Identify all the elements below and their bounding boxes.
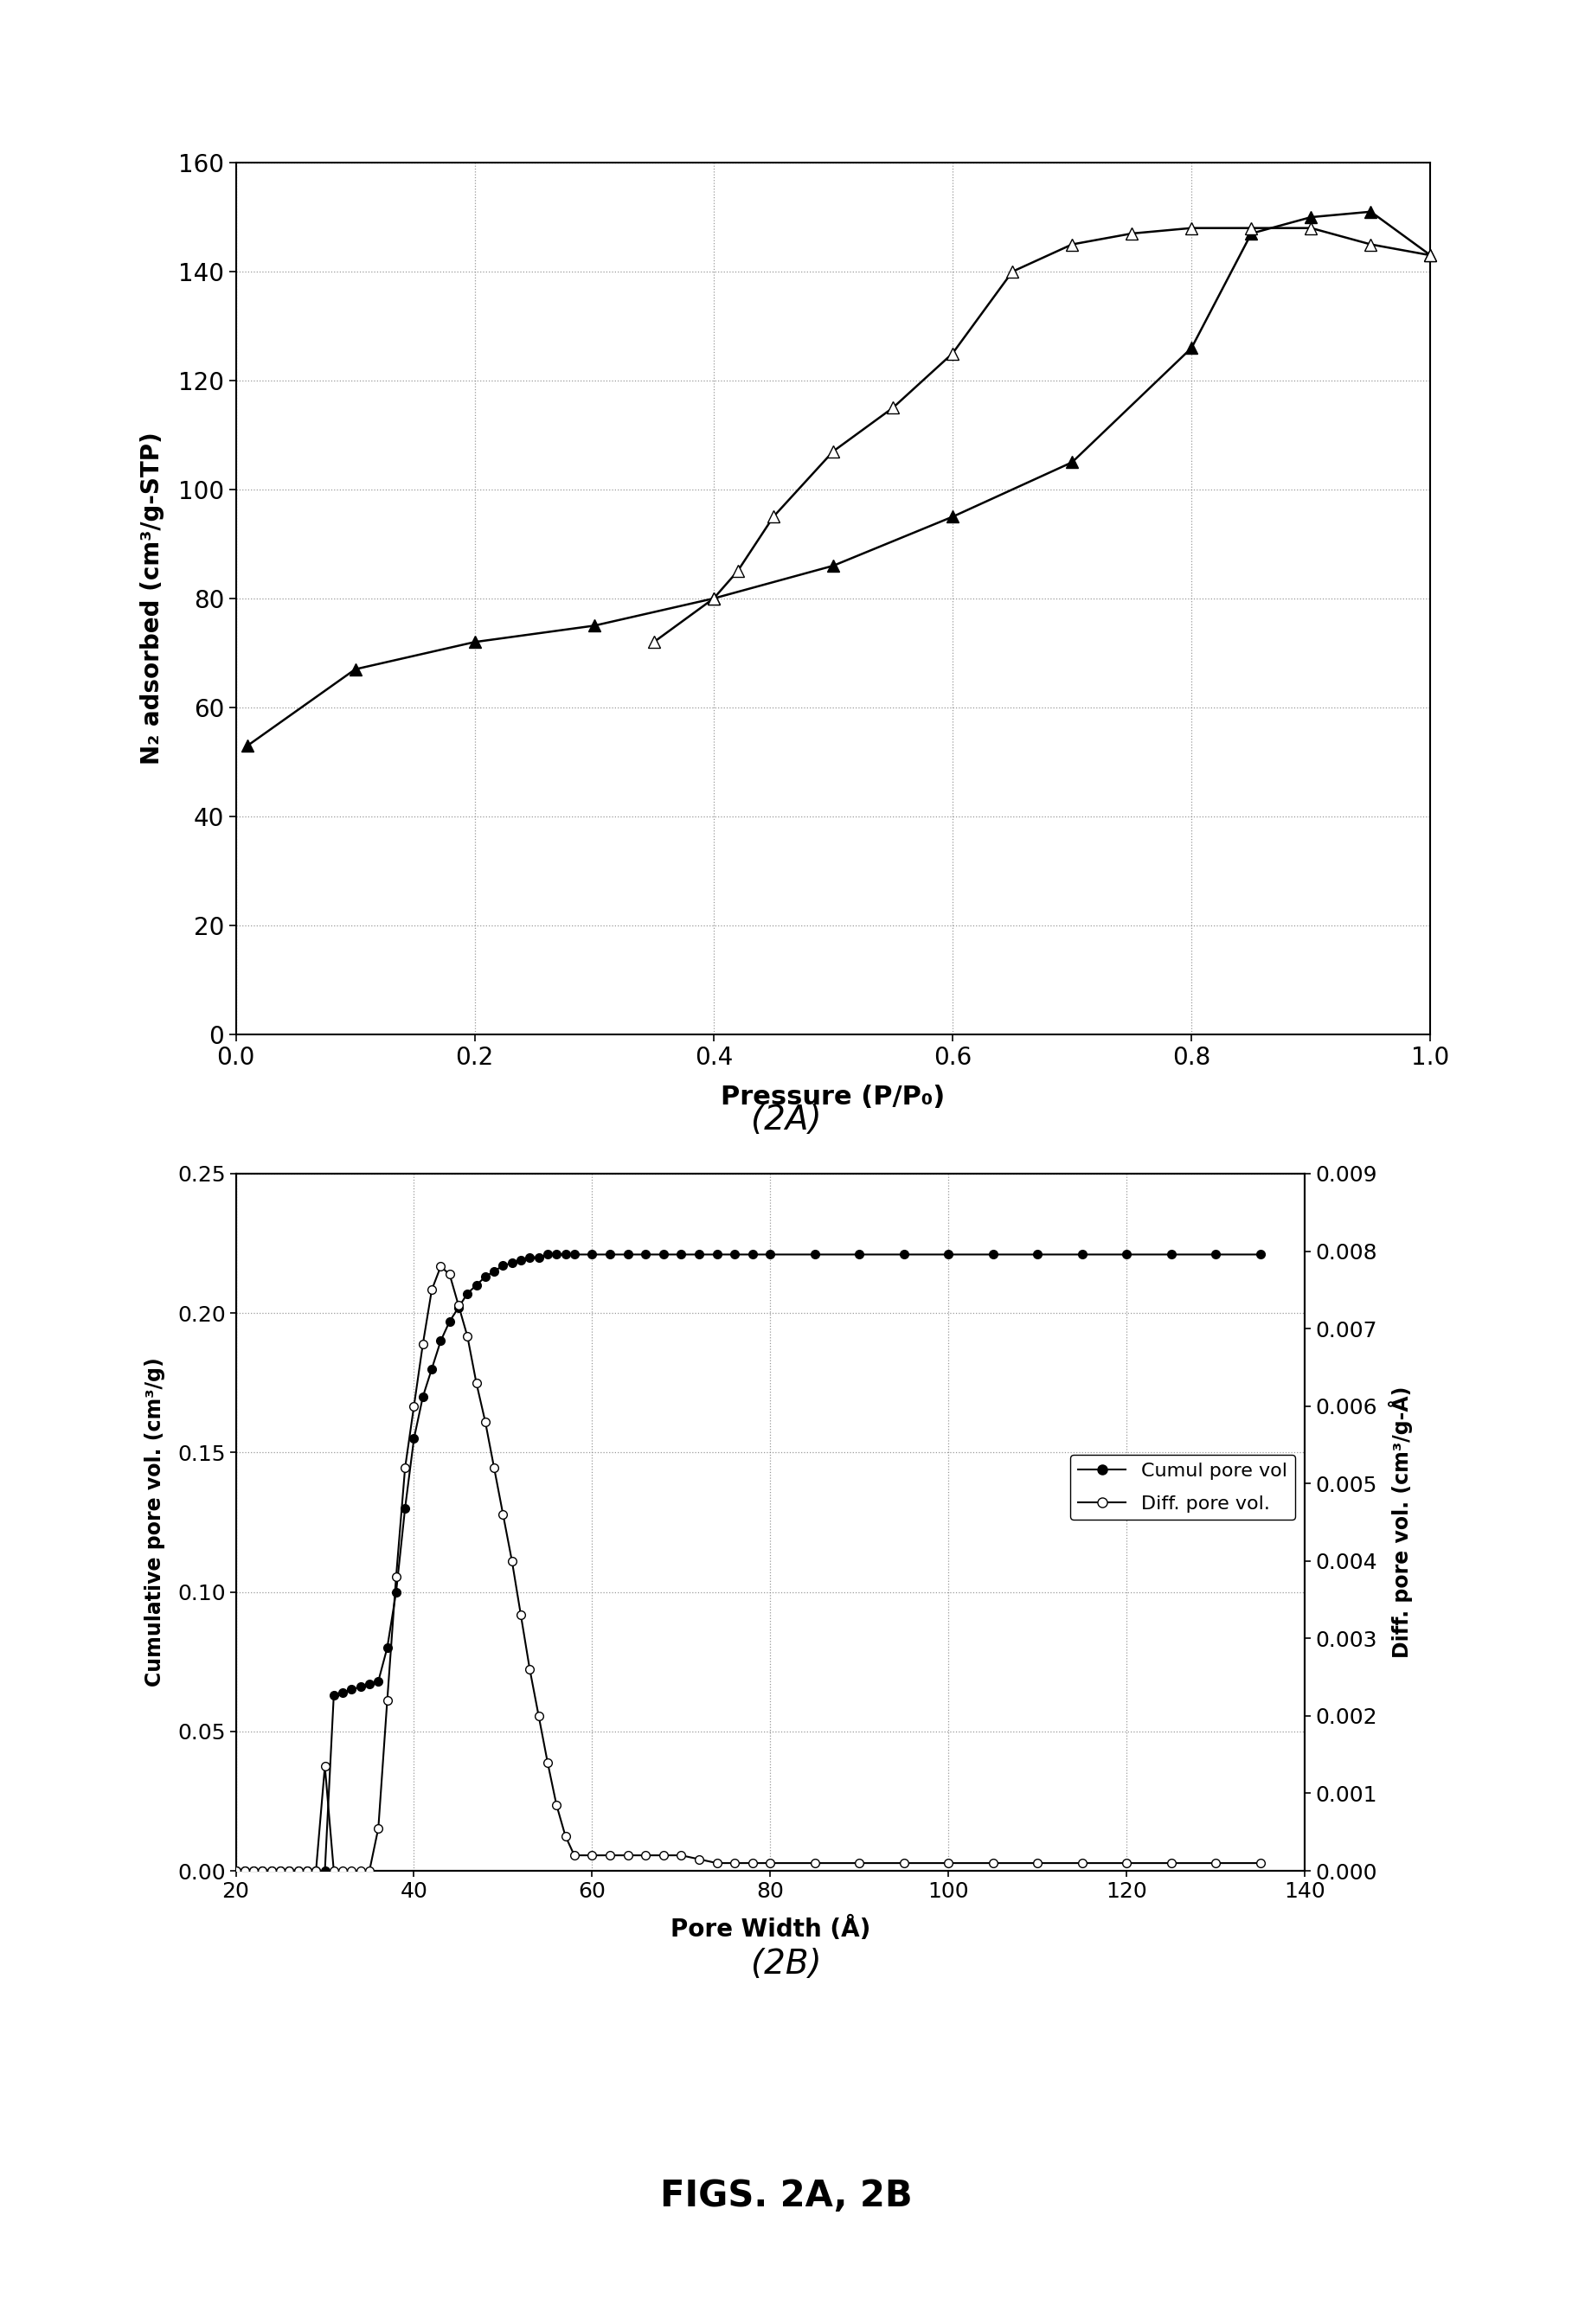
Cumul pore vol <box>511 1246 530 1274</box>
Y-axis label: N₂ adsorbed (cm³/g-STP): N₂ adsorbed (cm³/g-STP) <box>140 432 163 765</box>
Diff. pore vol. <box>1251 1850 1270 1878</box>
Diff. pore vol. <box>431 1253 450 1281</box>
Text: (2A): (2A) <box>751 1104 821 1136</box>
Diff. pore vol. <box>413 1329 432 1357</box>
Line: Diff. pore vol.: Diff. pore vol. <box>231 1262 1264 1875</box>
Cumul pore vol <box>226 1857 245 1885</box>
X-axis label: Pressure (P/P₀): Pressure (P/P₀) <box>722 1085 945 1109</box>
Cumul pore vol <box>556 1241 575 1269</box>
Diff. pore vol. <box>556 1822 575 1850</box>
Cumul pore vol <box>938 1241 957 1269</box>
Text: FIGS. 2A, 2B: FIGS. 2A, 2B <box>660 2178 912 2215</box>
Diff. pore vol. <box>938 1850 957 1878</box>
Cumul pore vol <box>1251 1241 1270 1269</box>
Diff. pore vol. <box>333 1857 352 1885</box>
Diff. pore vol. <box>351 1857 369 1885</box>
Diff. pore vol. <box>520 1655 539 1683</box>
Legend: Cumul pore vol, Diff. pore vol.: Cumul pore vol, Diff. pore vol. <box>1071 1455 1295 1520</box>
X-axis label: Pore Width (Å): Pore Width (Å) <box>670 1917 871 1941</box>
Cumul pore vol <box>333 1678 352 1706</box>
Diff. pore vol. <box>226 1857 245 1885</box>
Cumul pore vol <box>351 1673 369 1701</box>
Y-axis label: Diff. pore vol. (cm³/g-Å): Diff. pore vol. (cm³/g-Å) <box>1390 1387 1413 1657</box>
Line: Cumul pore vol: Cumul pore vol <box>231 1250 1264 1875</box>
Cumul pore vol <box>538 1241 556 1269</box>
Text: (2B): (2B) <box>751 1948 821 1980</box>
Cumul pore vol <box>413 1383 432 1411</box>
Y-axis label: Cumulative pore vol. (cm³/g): Cumulative pore vol. (cm³/g) <box>145 1357 165 1687</box>
